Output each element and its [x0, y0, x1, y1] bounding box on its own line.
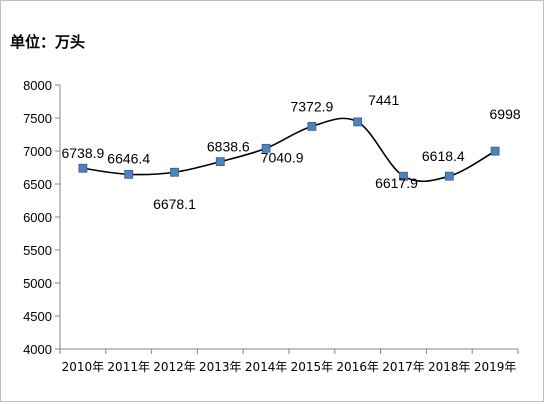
data-point: [353, 117, 363, 127]
data-point: [170, 167, 179, 177]
y-tick-label: 7500: [23, 111, 52, 126]
data-label: 6738.9: [61, 145, 104, 161]
x-tick-label: 2017年: [382, 360, 425, 374]
data-label: 7372.9: [290, 98, 333, 114]
data-point: [490, 146, 500, 156]
data-label: 7441: [368, 92, 399, 108]
data-label: 6678.1: [153, 196, 196, 212]
x-tick-label: 2011年: [107, 360, 150, 374]
data-label: 6838.6: [207, 139, 250, 155]
unit-label: 单位：万头: [10, 33, 86, 51]
data-label: 6617.9: [375, 175, 418, 191]
data-point: [307, 121, 317, 131]
x-tick-label: 2014年: [245, 360, 288, 374]
x-tick-label: 2018年: [428, 360, 471, 374]
data-point: [399, 171, 408, 181]
y-tick-label: 5000: [23, 276, 52, 291]
data-label: 6998: [490, 106, 521, 122]
x-tick-label: 2010年: [62, 360, 105, 374]
data-label: 7040.9: [261, 149, 304, 165]
series-markers: [78, 117, 500, 181]
data-point: [444, 171, 454, 181]
x-tick-label: 2015年: [291, 360, 334, 374]
data-label: 6618.4: [422, 148, 465, 164]
data-point: [261, 143, 271, 153]
y-tick-label: 6500: [23, 177, 52, 192]
y-tick-label: 4500: [23, 309, 52, 324]
y-tick-label: 5500: [23, 243, 52, 258]
x-tick-label: 2019年: [474, 360, 517, 374]
x-axis-ticks: 2010年 2011年 2012年 2013年 2014年 2015年 2016年 2017年…: [59, 349, 519, 374]
y-tick-label: 8000: [23, 78, 52, 93]
data-labels: 6738.9 6646.4 6678.1 6838.6 7040.9 7372.9 7441…: [61, 92, 520, 212]
data-label: 6646.4: [107, 150, 150, 166]
series-line: [82, 117, 496, 183]
data-point: [124, 169, 134, 179]
y-tick-label: 6000: [23, 210, 52, 225]
data-point: [78, 163, 88, 173]
x-tick-label: 2013年: [199, 360, 242, 374]
y-tick-label: 4000: [23, 342, 52, 357]
x-tick-label: 2016年: [336, 360, 379, 374]
y-axis-ticks: 4000 4500 5000 5500 6000 6500 7000 7500 8000: [23, 78, 60, 357]
data-point: [215, 157, 225, 167]
x-tick-label: 2012年: [153, 360, 196, 374]
y-tick-label: 7000: [23, 144, 52, 159]
